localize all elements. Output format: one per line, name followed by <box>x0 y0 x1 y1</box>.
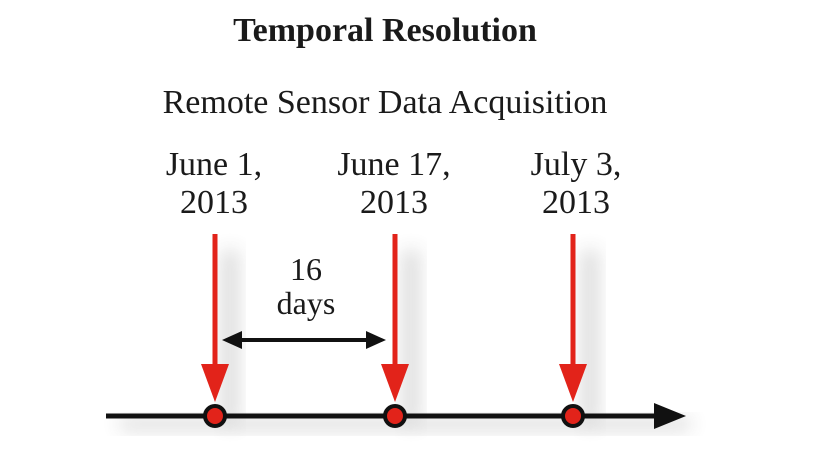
acquisition-arrowhead-2 <box>381 364 409 402</box>
acquisition-date-line-1: June 1, <box>165 146 263 183</box>
acquisition-date-line-3: July 3, <box>530 146 622 183</box>
acquisition-arrowhead-3 <box>559 364 587 402</box>
timeline-arrowhead <box>654 403 686 429</box>
interval-arrowhead-left <box>222 331 242 349</box>
interval-arrowhead-right <box>366 331 386 349</box>
acquisition-date-label-1: June 1, 2013 <box>114 146 314 222</box>
interval-label: 16 days <box>206 252 406 320</box>
acquisition-arrowhead-1 <box>201 364 229 402</box>
acquisition-year-line-1: 2013 <box>180 184 248 221</box>
arrow-shadow-2 <box>403 250 419 425</box>
interval-value: 16 <box>290 251 322 287</box>
acquisition-marker-1 <box>203 404 227 428</box>
acquisition-year-line-3: 2013 <box>542 184 610 221</box>
diagram-title: Temporal Resolution <box>233 12 537 49</box>
interval-unit: days <box>276 285 336 321</box>
arrow-shadows <box>120 250 690 430</box>
acquisition-arrows <box>201 234 587 402</box>
acquisition-date-label-2: June 17, 2013 <box>294 146 494 222</box>
acquisition-date-line-2: June 17, <box>337 146 451 183</box>
arrow-shadow-3 <box>582 250 598 425</box>
acquisition-year-line-2: 2013 <box>360 184 428 221</box>
acquisition-date-label-3: July 3, 2013 <box>476 146 676 222</box>
diagram-subtitle: Remote Sensor Data Acquisition <box>162 84 608 121</box>
timeline-shadow <box>120 418 690 430</box>
acquisition-marker-2 <box>383 404 407 428</box>
acquisition-marker-3 <box>561 404 585 428</box>
